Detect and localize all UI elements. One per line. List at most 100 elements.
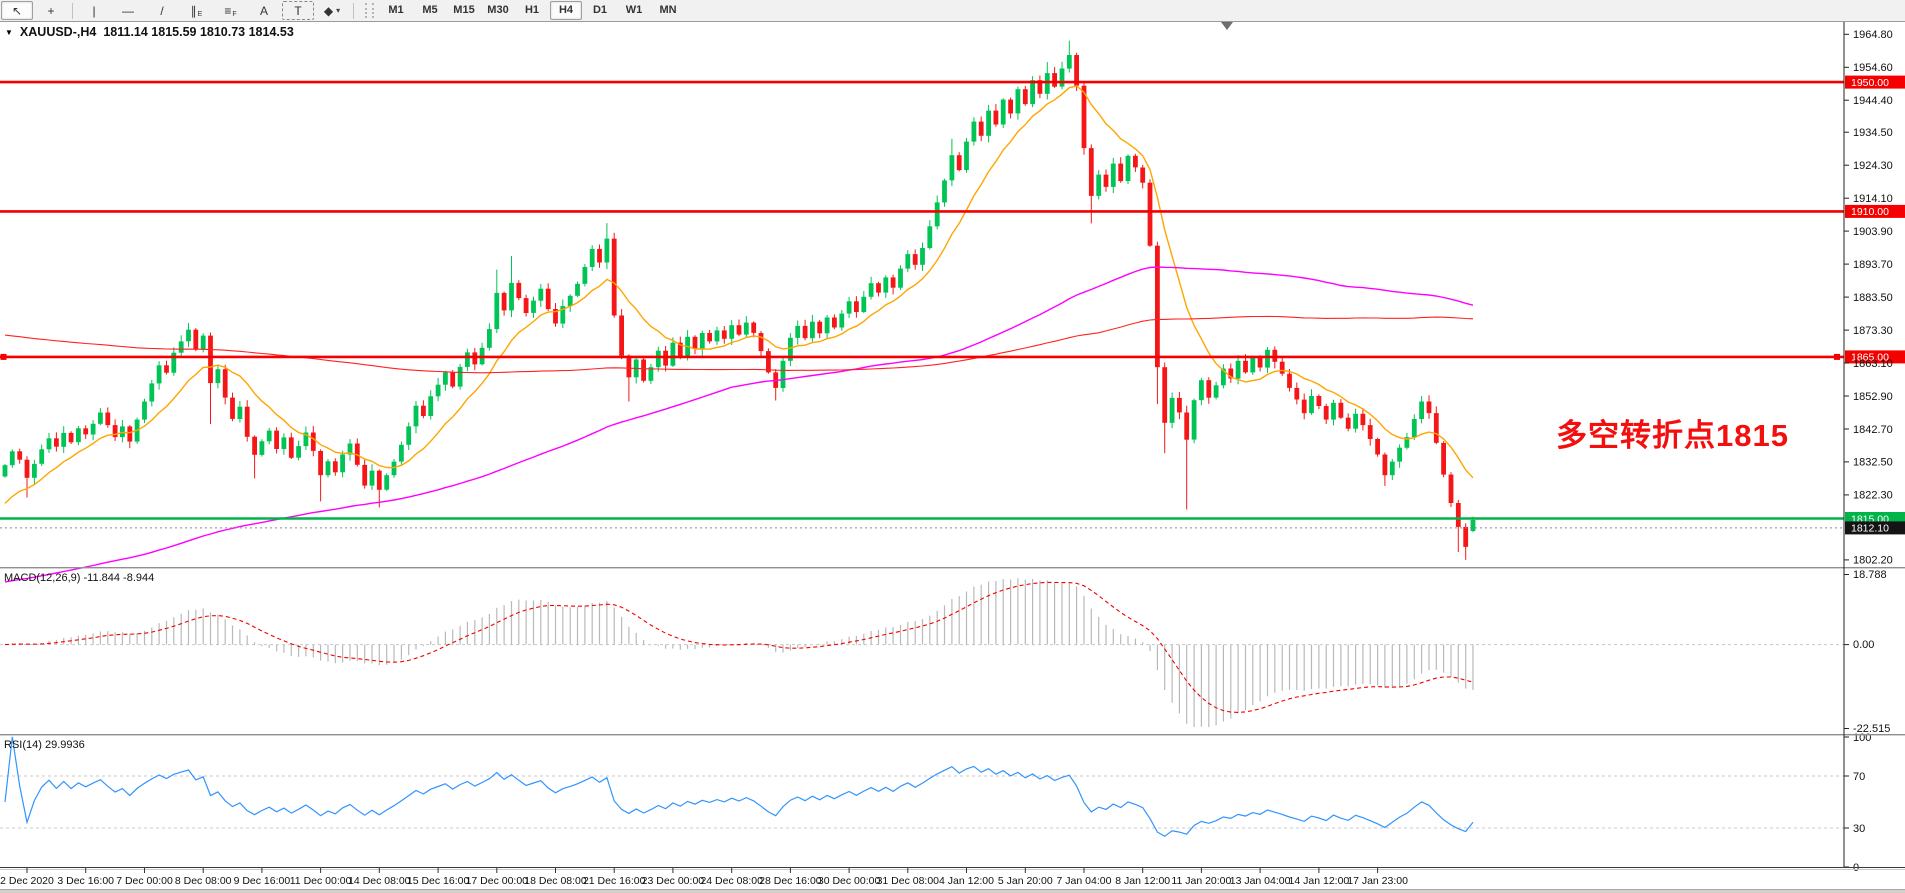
svg-text:1964.80: 1964.80	[1853, 29, 1893, 41]
tool-sub-label: F	[232, 11, 237, 18]
line-handle-right[interactable]	[1834, 353, 1840, 360]
svg-text:70: 70	[1853, 771, 1865, 783]
timeframe-button-m5[interactable]: M5	[422, 4, 438, 16]
macd-indicator-label: MACD(12,26,9) -11.844 -8.944	[4, 572, 154, 584]
rsi-name: RSI(14)	[4, 739, 42, 751]
window-bottom-edge	[0, 889, 1905, 893]
ohlc-values: 1811.14 1815.59 1810.73 1814.53	[103, 25, 294, 39]
timeframe-button-h4[interactable]: H4	[550, 1, 582, 20]
time-axis[interactable]: 2 Dec 2020 3 Dec 16:00 7 Dec 00:00 8 Dec 08…	[0, 868, 1408, 887]
candles-layer	[2, 40, 1476, 560]
svg-text:1903.90: 1903.90	[1853, 226, 1893, 238]
svg-text:7 Dec 00:00: 7 Dec 00:00	[116, 875, 173, 887]
equidistant-channel-tool-button[interactable]: ∥ E	[190, 3, 203, 19]
svg-text:24 Dec 08:00: 24 Dec 08:00	[700, 875, 763, 887]
macd-values: -11.844 -8.944	[83, 572, 155, 584]
svg-text:3 Dec 16:00: 3 Dec 16:00	[57, 875, 114, 887]
timeframe-button-mn[interactable]: MN	[659, 4, 677, 16]
ma-slow-red-line[interactable]	[4, 315, 1474, 374]
timeframe-button-m30[interactable]: M30	[487, 4, 509, 16]
arrows-tool-button[interactable]: ◆ ▾	[323, 3, 341, 18]
macd-name: MACD(12,26,9)	[4, 572, 81, 584]
cursor-tool-button[interactable]: ↖	[1, 1, 33, 20]
symbol-period-label: XAUUSD-,H4	[19, 25, 97, 39]
timeframe-button-d1[interactable]: D1	[592, 4, 608, 16]
trendline-tool-button[interactable]: /	[160, 3, 164, 18]
svg-text:1865.00: 1865.00	[1851, 352, 1889, 364]
svg-text:13 Jan 04:00: 13 Jan 04:00	[1230, 875, 1291, 887]
dropdown-caret-icon[interactable]: ▾	[336, 5, 341, 15]
timeframe-button-w1[interactable]: W1	[625, 4, 643, 16]
svg-text:1914.10: 1914.10	[1853, 193, 1893, 205]
svg-text:8 Jan 12:00: 8 Jan 12:00	[1115, 875, 1170, 887]
svg-text:1842.70: 1842.70	[1853, 424, 1893, 436]
collapse-arrow-icon[interactable]: ▼	[5, 27, 13, 37]
vertical-line-tool-button[interactable]: |	[92, 3, 96, 18]
toolbar-grip[interactable]	[365, 3, 374, 18]
toolbar-separator	[353, 2, 354, 19]
svg-text:17 Jan 23:00: 17 Jan 23:00	[1347, 875, 1408, 887]
toolbar-separator	[72, 2, 73, 19]
svg-text:1944.40: 1944.40	[1853, 95, 1893, 107]
svg-text:17 Dec 00:00: 17 Dec 00:00	[466, 875, 529, 887]
svg-text:100: 100	[1853, 732, 1871, 744]
svg-text:30 Dec 00:00: 30 Dec 00:00	[818, 875, 881, 887]
svg-text:1822.30: 1822.30	[1853, 490, 1893, 502]
svg-text:11 Dec 00:00: 11 Dec 00:00	[290, 875, 352, 887]
svg-text:18.788: 18.788	[1853, 569, 1887, 581]
svg-text:14 Dec 08:00: 14 Dec 08:00	[348, 875, 411, 887]
svg-text:1910.00: 1910.00	[1851, 206, 1889, 218]
rsi-indicator-label: RSI(14) 29.9936	[4, 739, 85, 751]
tool-sub-label: E	[197, 11, 203, 18]
svg-text:2 Dec 2020: 2 Dec 2020	[0, 875, 54, 887]
text-tool-button[interactable]: A	[259, 3, 268, 18]
text-label-tool-button[interactable]: T	[282, 1, 314, 20]
timeframe-button-m1[interactable]: M1	[388, 4, 404, 16]
line-handle-left[interactable]	[0, 353, 7, 360]
svg-text:14 Jan 12:00: 14 Jan 12:00	[1289, 875, 1350, 887]
svg-text:1873.30: 1873.30	[1853, 325, 1893, 337]
svg-text:28 Dec 16:00: 28 Dec 16:00	[759, 875, 822, 887]
ma-fast-orange-line[interactable]	[4, 85, 1474, 504]
rsi-line	[4, 736, 1474, 838]
toolbar: ↖ + | — / ∥ E ≡ F A T ◆ ▾ M1 M5 M15 M30 H1 H4 D1 W1 MN	[0, 0, 1905, 22]
svg-text:11 Jan 20:00: 11 Jan 20:00	[1171, 875, 1231, 887]
svg-text:1812.10: 1812.10	[1851, 523, 1889, 535]
svg-text:1954.60: 1954.60	[1853, 62, 1893, 74]
svg-text:23 Dec 00:00: 23 Dec 00:00	[642, 875, 705, 887]
macd-histogram	[11, 578, 1474, 728]
rsi-value: 29.9936	[44, 739, 85, 751]
svg-text:31 Dec 08:00: 31 Dec 08:00	[877, 875, 940, 887]
svg-text:15 Dec 16:00: 15 Dec 16:00	[407, 875, 470, 887]
svg-text:1863.10: 1863.10	[1853, 358, 1893, 370]
svg-text:1883.50: 1883.50	[1853, 292, 1893, 304]
svg-text:9 Dec 16:00: 9 Dec 16:00	[234, 875, 291, 887]
macd-signal-line	[4, 581, 1474, 713]
svg-text:-22.515: -22.515	[1853, 723, 1890, 735]
pane-separator[interactable]	[0, 734, 1905, 736]
svg-text:18 Dec 08:00: 18 Dec 08:00	[524, 875, 587, 887]
ma-mid-magenta-line[interactable]	[4, 266, 1474, 583]
fibonacci-tool-button[interactable]: ≡ F	[224, 3, 237, 19]
svg-text:1832.50: 1832.50	[1853, 457, 1893, 469]
timeframe-button-m15[interactable]: M15	[453, 4, 475, 16]
svg-text:5 Jan 20:00: 5 Jan 20:00	[998, 875, 1053, 887]
svg-text:1924.30: 1924.30	[1853, 160, 1893, 172]
crosshair-tool-button[interactable]: +	[47, 3, 55, 18]
chart-text-annotation[interactable]: 多空转折点1815	[1556, 418, 1789, 453]
svg-text:1934.50: 1934.50	[1853, 127, 1893, 139]
svg-text:1950.00: 1950.00	[1851, 77, 1889, 89]
price-axis[interactable]: 1964.80 1954.60 1944.40 1934.50 1924.30 1914.…	[1844, 29, 1893, 567]
svg-text:1852.90: 1852.90	[1853, 391, 1893, 403]
timeframe-button-h1[interactable]: H1	[524, 4, 540, 16]
svg-text:4 Jan 12:00: 4 Jan 12:00	[939, 875, 994, 887]
chart-shift-marker-icon[interactable]	[1221, 22, 1233, 30]
svg-text:1802.20: 1802.20	[1853, 555, 1893, 567]
horizontal-line-tool-button[interactable]: —	[122, 3, 134, 18]
svg-text:7 Jan 04:00: 7 Jan 04:00	[1057, 875, 1112, 887]
pane-separator[interactable]	[0, 567, 1905, 569]
svg-text:30: 30	[1853, 823, 1865, 835]
chart-title: ▼ XAUUSD-,H4 1811.14 1815.59 1810.73 181…	[5, 25, 294, 39]
